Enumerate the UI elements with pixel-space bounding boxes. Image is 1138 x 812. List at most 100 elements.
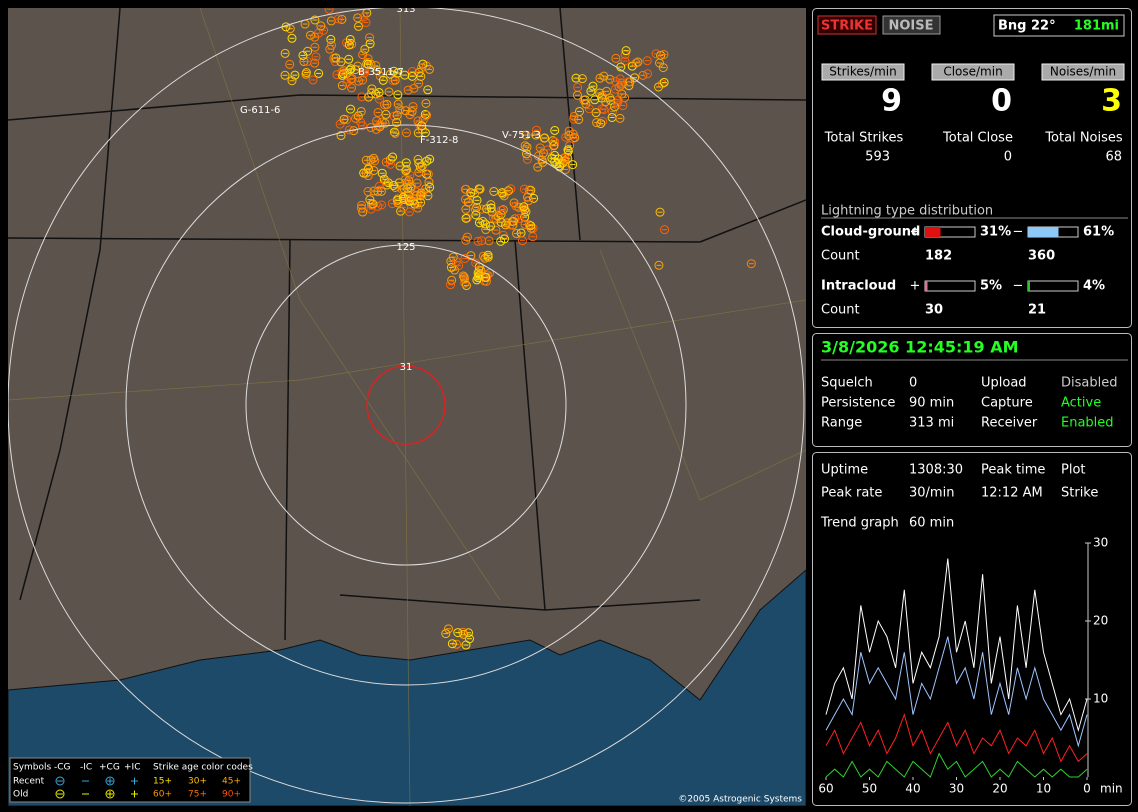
strike <box>395 105 405 115</box>
strike <box>464 634 474 644</box>
strike <box>654 260 664 270</box>
clock: 3/8/2026 12:45:19 AM <box>821 338 1019 357</box>
strike <box>366 204 376 214</box>
rate-value: 0 <box>991 84 1012 119</box>
close-ring <box>366 365 446 445</box>
strike <box>413 128 423 138</box>
strike <box>414 167 424 177</box>
map: 313 125 31 B-3511-7 G-611-6 F-312-8 V-75… <box>8 4 806 806</box>
range-label: 31 <box>400 362 413 373</box>
strike <box>420 128 430 138</box>
strike-button[interactable] <box>817 15 877 35</box>
legend-row: Recent <box>13 777 45 787</box>
strike <box>370 156 380 166</box>
strike <box>280 70 290 80</box>
strike <box>611 53 621 63</box>
bearing-range: 181mi <box>1074 19 1119 34</box>
strike <box>522 154 532 164</box>
strike <box>407 71 417 81</box>
strike <box>499 234 509 244</box>
setting: 0 <box>909 376 917 391</box>
strike <box>336 57 346 67</box>
strike <box>531 130 541 140</box>
strike <box>420 109 430 119</box>
strike <box>659 50 669 60</box>
strike <box>574 115 584 125</box>
legend-header: -CG <box>54 763 71 773</box>
strike <box>385 155 395 165</box>
setting: Range <box>821 416 862 431</box>
setting: Persistence <box>821 396 895 411</box>
strike <box>464 197 474 207</box>
strike <box>660 225 670 235</box>
strike <box>405 194 415 204</box>
strike <box>512 229 522 239</box>
strike <box>363 164 373 174</box>
strike <box>311 52 321 62</box>
total-value: 0 <box>1004 150 1012 165</box>
strike <box>605 74 615 84</box>
strike <box>481 272 491 282</box>
strike <box>374 94 384 104</box>
strike <box>638 70 648 80</box>
strike <box>359 66 369 76</box>
x-tick-label: 10 <box>1036 782 1051 796</box>
strike <box>407 107 417 117</box>
strike <box>496 205 506 215</box>
strike <box>461 213 471 223</box>
strike <box>347 83 357 93</box>
strike <box>403 85 413 95</box>
rate-label: Close/min <box>943 65 1002 79</box>
percent: 31% <box>980 225 1011 240</box>
strike <box>424 177 434 187</box>
strike <box>580 95 590 105</box>
storm-label: B-3511-7 <box>358 67 404 78</box>
strike <box>584 104 594 114</box>
strike <box>407 67 417 77</box>
strike <box>325 44 335 54</box>
strike <box>371 61 381 71</box>
strikes <box>280 8 756 650</box>
setting: Squelch <box>821 376 873 391</box>
strike <box>401 166 411 176</box>
strike <box>326 16 336 26</box>
noise-button-label[interactable]: NOISE <box>888 19 933 34</box>
strike <box>601 97 611 107</box>
setting: Receiver <box>981 416 1038 431</box>
strike <box>481 225 491 235</box>
strike <box>360 44 370 54</box>
strike <box>365 33 375 43</box>
strike <box>586 86 596 96</box>
strike <box>351 113 361 123</box>
x-tick-label: 30 <box>949 782 964 796</box>
noise-button[interactable] <box>882 15 941 35</box>
total-value: 68 <box>1105 150 1122 165</box>
strike <box>354 21 364 31</box>
strike <box>571 73 581 83</box>
strike <box>477 204 487 214</box>
strike <box>519 202 529 212</box>
strike <box>306 30 316 40</box>
strike <box>416 63 426 73</box>
strike <box>393 198 403 208</box>
strike <box>285 24 295 34</box>
strike <box>591 108 601 118</box>
strike <box>630 73 640 83</box>
strike <box>478 251 488 261</box>
setting: Disabled <box>1061 376 1117 391</box>
state-borders <box>8 8 806 641</box>
strike <box>520 212 530 222</box>
strike <box>502 218 512 228</box>
strike-button-label[interactable]: STRIKE <box>821 19 873 34</box>
strike <box>529 193 539 203</box>
strike <box>446 280 456 290</box>
stat: 12:12 AM <box>981 486 1043 501</box>
rate-label: Noises/min <box>1050 65 1116 79</box>
x-tick-label: 40 <box>905 782 920 796</box>
range-label: 313 <box>396 4 415 15</box>
strike <box>393 68 403 78</box>
strike <box>485 221 495 231</box>
strike <box>332 70 342 80</box>
strike <box>369 186 379 196</box>
strike <box>374 87 384 97</box>
